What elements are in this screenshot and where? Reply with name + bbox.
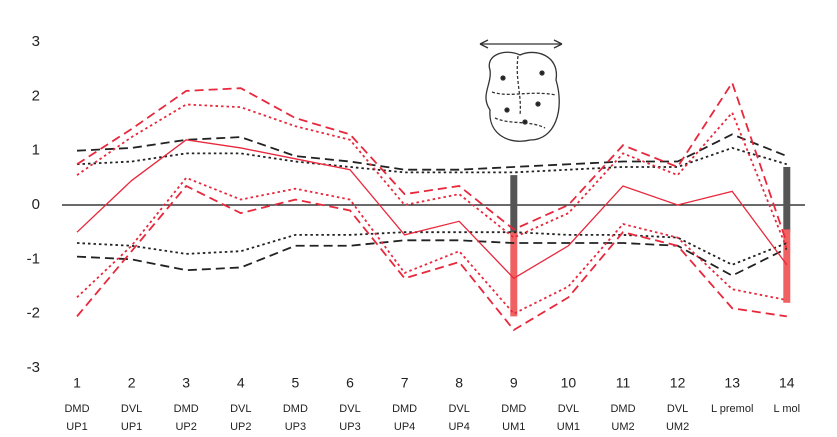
x-tick-sublabel: UM2: [611, 421, 634, 433]
x-tick-label: 7: [401, 375, 409, 391]
x-tick-label: 2: [128, 375, 136, 391]
x-tick-sublabel: UP1: [66, 421, 87, 433]
x-tick-label: 8: [455, 375, 463, 391]
x-tick-sublabel: DVL: [448, 403, 469, 415]
x-tick-sublabel: DVL: [121, 403, 142, 415]
y-tick-label: 0: [32, 196, 40, 213]
y-tick-label: -2: [27, 305, 40, 322]
x-tick-sublabel: DVL: [558, 403, 579, 415]
series-line: [76, 184, 787, 332]
x-tick-sublabel: L premol: [711, 403, 753, 415]
x-tick-sublabel: UP4: [448, 421, 469, 433]
series-line: [76, 80, 788, 244]
x-tick-sublabel: DVL: [667, 403, 688, 415]
series-line: [76, 239, 788, 277]
x-tick-label: 14: [779, 375, 795, 391]
x-tick-label: 3: [182, 375, 190, 391]
y-tick-label: -1: [27, 250, 40, 267]
x-tick-sublabel: UM1: [502, 421, 525, 433]
x-tick-sublabel: UP2: [230, 421, 251, 433]
series-line: [76, 133, 788, 171]
y-tick-label: -3: [27, 359, 40, 376]
x-tick-sublabel: UM2: [666, 421, 689, 433]
x-tick-sublabel: DMD: [64, 403, 89, 415]
x-tick-label: 5: [292, 375, 300, 391]
x-tick-label: 10: [561, 375, 577, 391]
x-tick-sublabel: DMD: [283, 403, 308, 415]
y-tick-label: 1: [32, 142, 40, 159]
range-bar: [783, 229, 791, 303]
x-tick-sublabel: DVL: [230, 403, 251, 415]
x-tick-sublabel: UP3: [339, 421, 360, 433]
x-tick-sublabel: L mol: [774, 403, 801, 415]
x-tick-label: 13: [724, 375, 740, 391]
x-tick-label: 11: [616, 375, 631, 391]
x-tick-sublabel: UP2: [175, 421, 196, 433]
series-line: [76, 103, 788, 249]
series-line: [76, 231, 788, 266]
range-bar: [783, 166, 791, 233]
series-line: [76, 139, 788, 280]
x-tick-sublabel: DMD: [174, 403, 199, 415]
y-tick-label: 2: [32, 87, 40, 104]
x-tick-sublabel: DMD: [392, 403, 417, 415]
x-tick-sublabel: DMD: [610, 403, 635, 415]
x-tick-label: 6: [346, 375, 354, 391]
x-tick-label: 9: [510, 375, 518, 391]
series-line: [76, 176, 787, 315]
x-tick-sublabel: UM1: [557, 421, 580, 433]
tooth-diagram: [479, 39, 563, 142]
x-tick-sublabel: DMD: [501, 403, 526, 415]
x-tick-sublabel: UP4: [394, 421, 415, 433]
y-tick-label: 3: [32, 33, 40, 50]
range-bar: [510, 232, 518, 317]
range-bar: [510, 175, 518, 235]
x-tick-label: 12: [670, 375, 686, 391]
x-tick-sublabel: UP3: [285, 421, 306, 433]
x-tick-sublabel: DVL: [339, 403, 360, 415]
x-tick-label: 1: [73, 375, 81, 391]
x-tick-label: 4: [237, 375, 245, 391]
x-tick-sublabel: UP1: [121, 421, 142, 433]
